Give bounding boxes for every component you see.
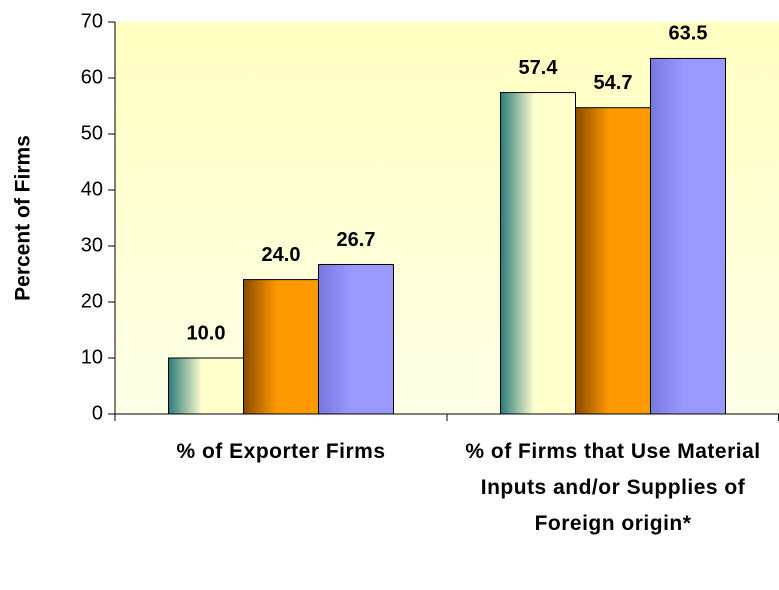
data-label: 24.0 (262, 244, 301, 266)
bar (500, 92, 576, 415)
y-tick-label: 0 (92, 402, 103, 424)
x-tick-label: % of Exporter Firms (176, 440, 386, 463)
y-tick-label: 60 (81, 66, 103, 88)
data-label: 63.5 (669, 23, 708, 45)
x-tick-label: % of Firms that Use Material Inputs and/… (465, 440, 761, 535)
y-tick-label: 70 (81, 10, 103, 32)
y-tick-label: 10 (81, 346, 103, 368)
y-tick-label: 30 (81, 234, 103, 256)
y-tick-label: 20 (81, 290, 103, 312)
bar (318, 263, 394, 415)
bar (650, 57, 726, 415)
data-label: 57.4 (519, 57, 559, 79)
y-tick-label: 40 (81, 178, 103, 200)
y-tick-label: 50 (81, 122, 103, 144)
bar (243, 279, 319, 415)
data-label: 10.0 (187, 322, 226, 344)
bar (168, 357, 244, 415)
data-label: 26.7 (337, 229, 376, 251)
bar (575, 107, 651, 415)
data-label: 54.7 (594, 72, 633, 94)
y-axis-title: Percent of Firms (12, 135, 35, 301)
